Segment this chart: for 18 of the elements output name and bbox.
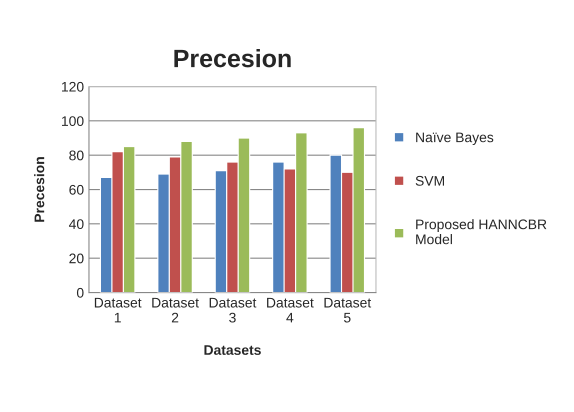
y-tick-label: 20 — [69, 254, 84, 264]
x-tick-label: Dataset 1 — [94, 298, 142, 322]
legend-label: SVM — [416, 176, 444, 186]
y-tick-label: 100 — [62, 116, 84, 126]
y-tick-label: 40 — [68, 219, 84, 230]
x-tick-label: Dataset 4 — [267, 298, 314, 322]
y-tick-label: 120 — [62, 82, 84, 92]
y-tick-label: 0 — [76, 288, 84, 298]
y-tick-label: 60 — [69, 184, 84, 195]
y-axis-title: Precesion — [34, 157, 44, 222]
chart-title: Precesion — [174, 48, 291, 68]
legend-label: Proposed HANNCBR Model — [416, 219, 546, 244]
x-axis-title: Datasets — [204, 345, 261, 355]
x-tick-label: Dataset 5 — [324, 298, 372, 323]
y-tick-label: 80 — [69, 150, 84, 160]
x-tick-label: Dataset 2 — [152, 298, 199, 322]
legend-label: Naïve Bayes — [416, 132, 494, 146]
x-tick-label: Dataset 3 — [210, 298, 256, 323]
